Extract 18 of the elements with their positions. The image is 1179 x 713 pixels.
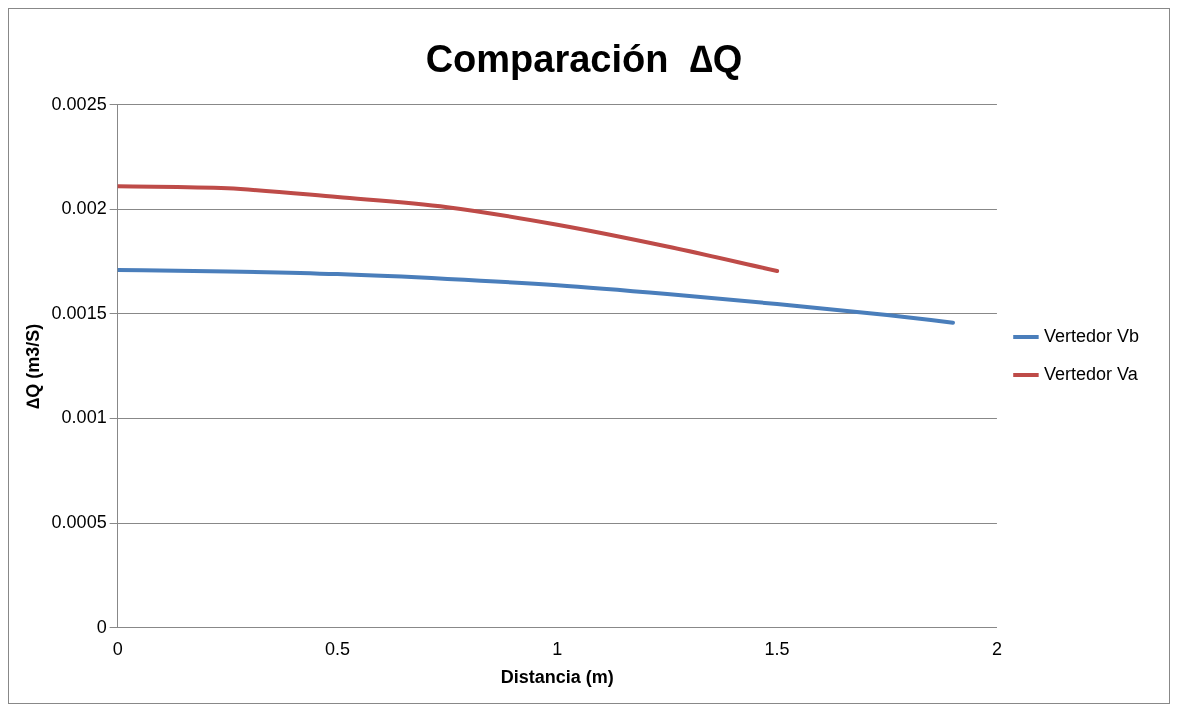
y-tick-label: 0.001 bbox=[61, 407, 107, 428]
legend-label: Vertedor Va bbox=[1043, 363, 1139, 384]
y-axis-title: ∆Q (m3/S) bbox=[22, 323, 43, 409]
chart-title: Comparación ∆Q bbox=[425, 38, 743, 81]
y-tick-label: 0 bbox=[96, 616, 107, 637]
x-axis-title: Distancia (m) bbox=[500, 667, 614, 688]
x-tick-label: 2 bbox=[991, 638, 1002, 659]
x-tick-label: 0.5 bbox=[324, 638, 350, 659]
y-tick-label: 0.0005 bbox=[51, 512, 107, 533]
line-series bbox=[117, 184, 780, 273]
line-series bbox=[117, 267, 955, 325]
y-tick-label: 0.0015 bbox=[51, 302, 107, 323]
legend-label: Vertedor Vb bbox=[1043, 325, 1139, 346]
x-tick-label: 1.5 bbox=[764, 638, 790, 659]
y-tick-label: 0.0025 bbox=[51, 93, 107, 114]
y-tick-label: 0.002 bbox=[61, 198, 107, 219]
x-tick-label: 0 bbox=[112, 638, 123, 659]
x-tick-label: 1 bbox=[552, 638, 563, 659]
